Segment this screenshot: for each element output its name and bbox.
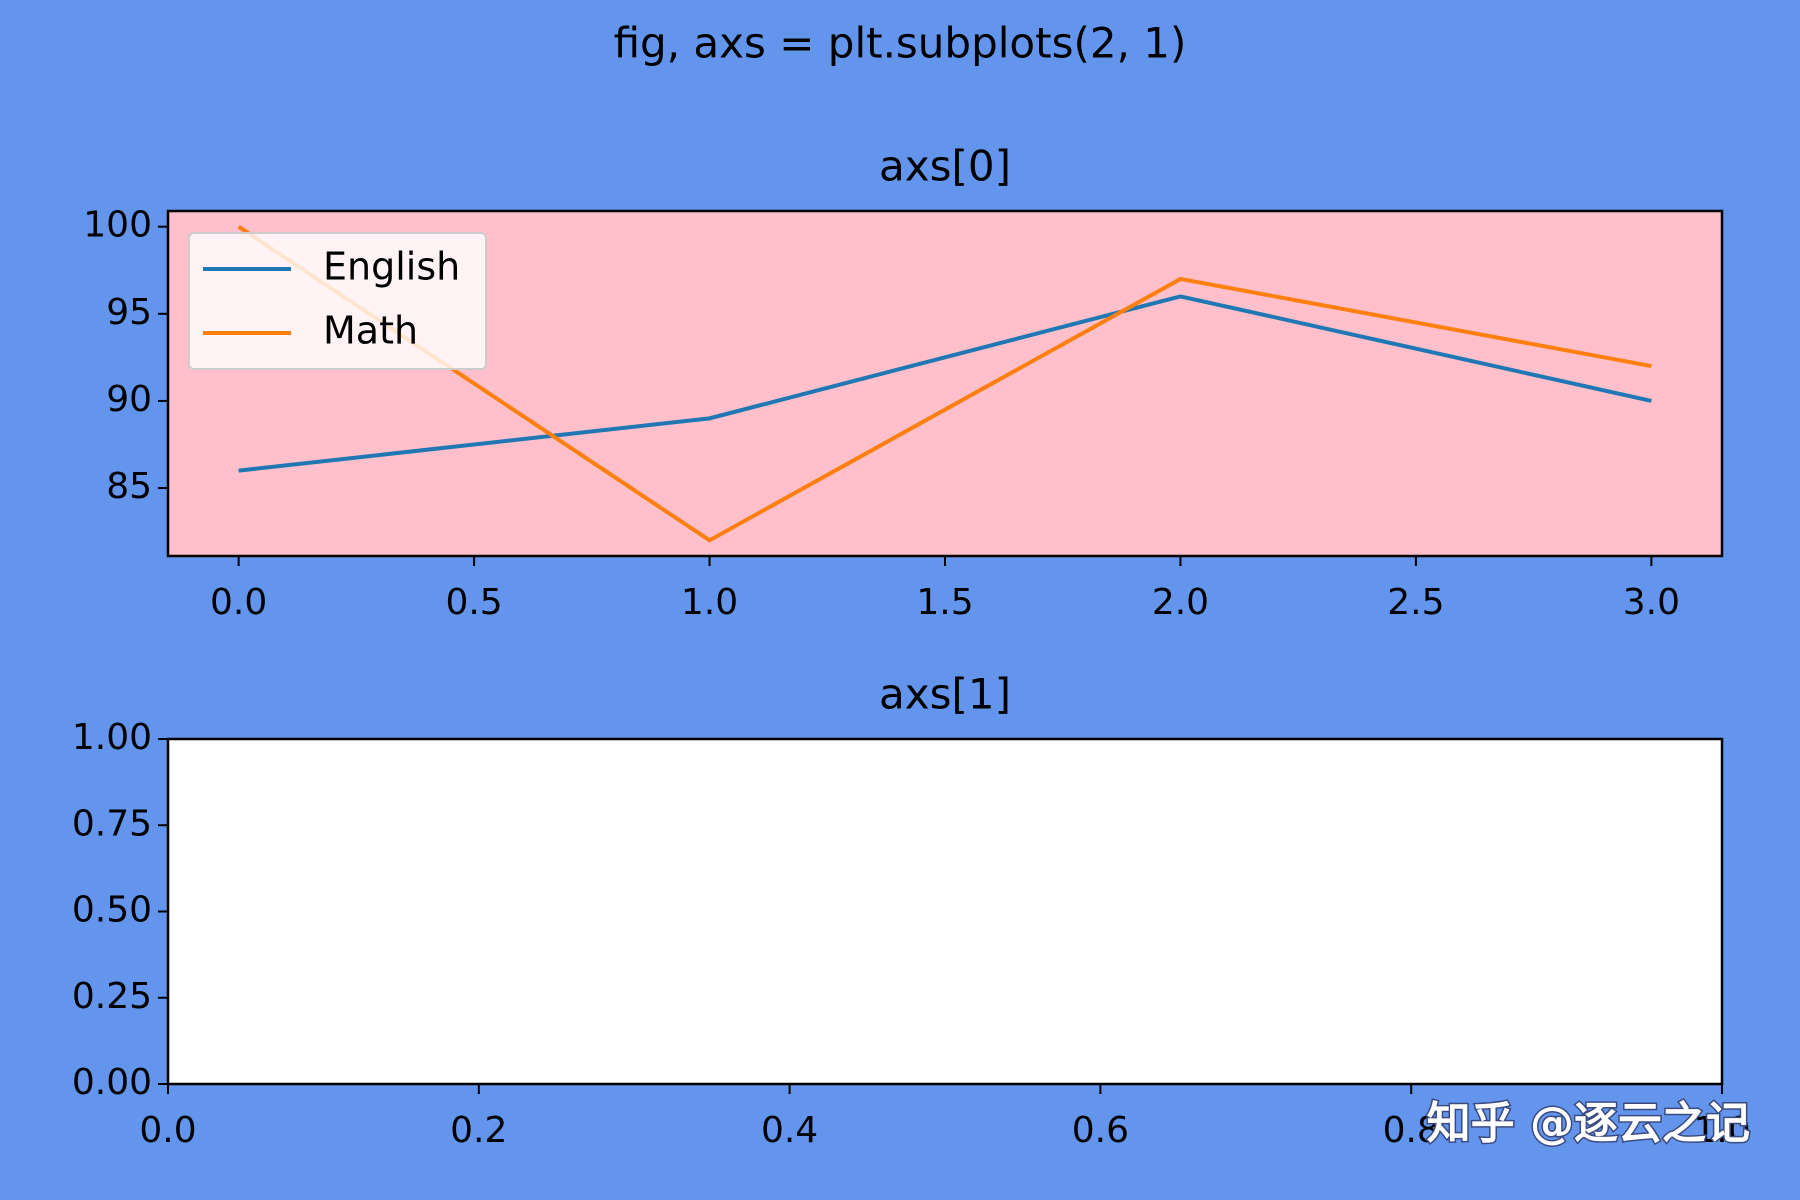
plot-area: [168, 739, 1722, 1084]
x-tick-label: 0.0: [139, 1110, 196, 1151]
y-tick-label: 1.00: [72, 717, 152, 758]
y-tick-label: 95: [106, 292, 152, 333]
y-tick-label: 90: [106, 379, 152, 420]
x-tick-label: 3.0: [1623, 582, 1680, 623]
axes-frame: [166, 209, 1724, 558]
x-tick-label: 1.0: [1693, 1110, 1750, 1151]
x-tick-label: 1.5: [916, 582, 973, 623]
x-tick-label: 0.6: [1072, 1110, 1129, 1151]
x-tick-label: 0.0: [210, 582, 267, 623]
legend-label: English: [323, 245, 460, 289]
data-line: [238, 294, 1652, 473]
legend-label: Math: [323, 309, 418, 353]
axes-frame: [166, 737, 1724, 1086]
axes-title: axs[0]: [879, 142, 1011, 191]
x-tick-label: 2.0: [1152, 582, 1209, 623]
x-tick-label: 0.2: [450, 1110, 507, 1151]
y-tick-label: 0.00: [72, 1062, 152, 1103]
x-tick-label: 1.0: [681, 582, 738, 623]
y-tick-label: 100: [83, 205, 152, 246]
data-line: [237, 225, 1652, 543]
x-tick-label: 0.8: [1383, 1110, 1440, 1151]
x-tick-label: 0.4: [761, 1110, 818, 1151]
y-tick-label: 0.50: [72, 890, 152, 931]
y-tick-label: 85: [106, 466, 152, 507]
y-tick-label: 0.75: [72, 803, 152, 844]
figure-title: fig, axs = plt.subplots(2, 1): [614, 19, 1187, 68]
axes-title: axs[1]: [879, 670, 1011, 719]
y-tick-label: 0.25: [72, 976, 152, 1017]
x-tick-label: 0.5: [445, 582, 502, 623]
x-tick-label: 2.5: [1387, 582, 1444, 623]
watermark: 知乎 @逐云之记: [1427, 1098, 1750, 1149]
